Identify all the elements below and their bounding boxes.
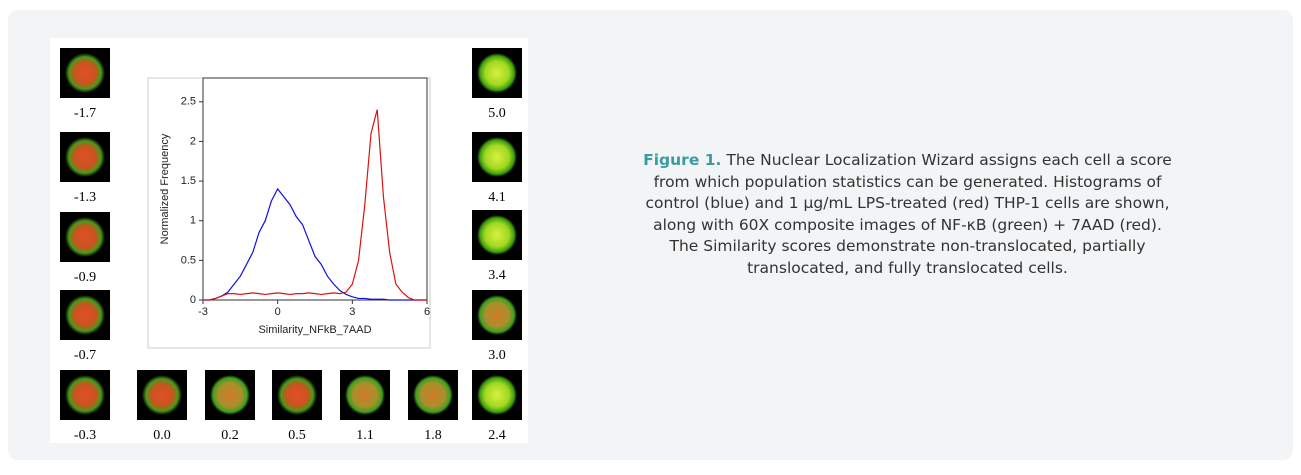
cell-score: 3.4 xyxy=(488,268,506,283)
x-axis-label: Similarity_NFkB_7AAD xyxy=(258,324,371,336)
caption: Figure 1. The Nuclear Localization Wizar… xyxy=(640,150,1175,279)
cell-blob xyxy=(477,137,517,177)
cell-blob xyxy=(65,295,105,335)
cell-score: 0.2 xyxy=(221,428,239,443)
y-tick-label: 0 xyxy=(190,294,196,306)
cell-blob xyxy=(65,137,105,177)
y-tick-label: 2 xyxy=(190,135,196,147)
cell-score: -1.3 xyxy=(74,190,96,205)
y-axis-label: Normalized Frequency xyxy=(159,133,171,244)
cell-blob xyxy=(65,53,105,93)
x-tick-label: 0 xyxy=(275,306,281,318)
cell-blob xyxy=(345,375,385,415)
cell-blob xyxy=(142,375,182,415)
cell-score: 1.1 xyxy=(356,428,374,443)
cell-blob xyxy=(477,295,517,335)
y-tick-label: 1 xyxy=(190,215,196,227)
y-tick-label: 1.5 xyxy=(181,175,196,187)
cell-score: 4.1 xyxy=(488,190,506,205)
cell-score: 3.0 xyxy=(488,348,506,363)
x-tick-label: -3 xyxy=(198,306,208,318)
y-tick-label: 2.5 xyxy=(181,96,196,108)
chart-frame xyxy=(147,77,431,349)
cell-score: 1.8 xyxy=(424,428,442,443)
caption-text: The Nuclear Localization Wizard assigns … xyxy=(645,151,1172,277)
cell-score: 0.0 xyxy=(153,428,171,443)
plot-area xyxy=(202,77,428,301)
cell-blob xyxy=(65,375,105,415)
cell-blob xyxy=(477,215,517,255)
cell-score: -0.3 xyxy=(74,428,96,443)
cell-score: 0.5 xyxy=(288,428,306,443)
cell-score: -0.7 xyxy=(74,348,96,363)
cell-score: 2.4 xyxy=(488,428,506,443)
x-tick-label: 6 xyxy=(424,306,430,318)
cell-blob xyxy=(210,375,250,415)
cell-score: -0.9 xyxy=(74,270,96,285)
cell-blob xyxy=(413,375,453,415)
x-tick-label: 3 xyxy=(349,306,355,318)
series-line xyxy=(203,187,427,301)
cell-blob xyxy=(477,375,517,415)
cell-blob xyxy=(477,53,517,93)
cell-blob xyxy=(65,217,105,257)
cell-score: -1.7 xyxy=(74,106,96,121)
y-tick-label: 0.5 xyxy=(181,254,196,266)
caption-label: Figure 1. xyxy=(643,151,722,169)
cell-blob xyxy=(277,375,317,415)
series-line xyxy=(203,109,427,301)
cell-score: 5.0 xyxy=(488,106,506,121)
